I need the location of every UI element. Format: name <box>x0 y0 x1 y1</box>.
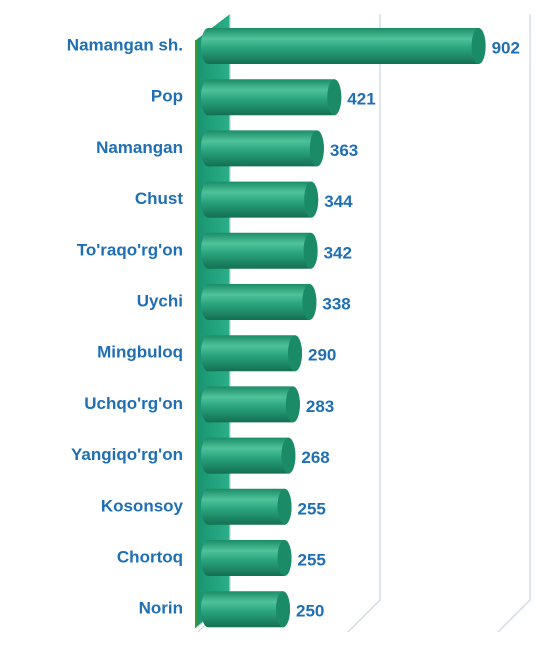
category-label: Yangiqo'rg'on <box>71 445 183 464</box>
value-label: 902 <box>492 38 520 57</box>
value-label: 344 <box>324 192 353 211</box>
bar <box>201 284 317 320</box>
category-label: Chortoq <box>117 547 183 566</box>
value-label: 255 <box>298 499 326 518</box>
bar <box>201 437 296 474</box>
category-label: Pop <box>151 87 183 106</box>
category-label: Mingbuloq <box>97 343 183 362</box>
bar <box>201 28 486 64</box>
value-label: 338 <box>322 294 350 313</box>
value-label: 255 <box>298 550 326 569</box>
bar <box>201 591 290 628</box>
bar <box>201 130 324 167</box>
category-label: Uychi <box>137 291 183 310</box>
category-label: Namangan sh. <box>67 35 183 54</box>
bar <box>201 232 318 269</box>
category-label: Norin <box>139 599 183 618</box>
value-label: 290 <box>308 346 336 365</box>
value-label: 363 <box>330 141 358 160</box>
bar <box>201 540 292 576</box>
value-label: 342 <box>324 243 352 262</box>
category-label: To'raqo'rg'on <box>77 240 183 259</box>
category-label: Uchqo'rg'on <box>84 394 183 413</box>
side-wall <box>196 14 230 628</box>
grid-line <box>497 14 531 633</box>
value-label: 268 <box>301 448 329 467</box>
bar <box>201 488 292 525</box>
value-label: 283 <box>306 397 334 416</box>
bar <box>201 386 300 423</box>
bar <box>201 79 342 116</box>
grid-line <box>347 14 381 633</box>
category-label: Kosonsoy <box>101 496 184 515</box>
value-label: 421 <box>347 90 375 109</box>
value-label: 250 <box>296 602 324 621</box>
category-label: Namangan <box>96 138 183 157</box>
bar <box>201 181 319 218</box>
category-label: Chust <box>135 189 184 208</box>
bar <box>201 335 303 372</box>
